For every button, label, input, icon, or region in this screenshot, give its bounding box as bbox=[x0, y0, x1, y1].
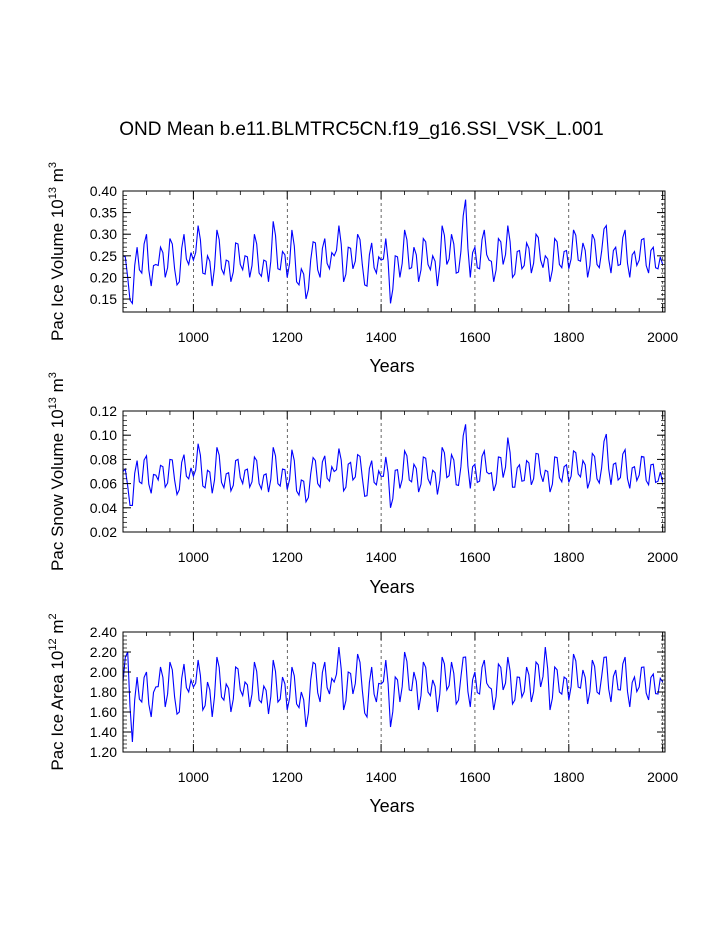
y-tick-label: 0.10 bbox=[90, 427, 117, 443]
x-tick-label: 1600 bbox=[459, 329, 490, 345]
y-tick-label: 2.20 bbox=[90, 644, 117, 660]
x-tick-label: 1400 bbox=[366, 769, 397, 785]
y-tick-label: 2.40 bbox=[90, 624, 117, 640]
y-axis-label: Pac Snow Volume 1013 m3 bbox=[47, 372, 67, 571]
chart-title: OND Mean b.e11.BLMTRC5CN.f19_g16.SSI_VSK… bbox=[119, 119, 604, 140]
y-tick-label: 2.00 bbox=[90, 664, 117, 680]
y-tick-label: 1.40 bbox=[90, 724, 117, 740]
x-axis-label: Years bbox=[369, 356, 414, 376]
x-tick-label: 1400 bbox=[366, 329, 397, 345]
x-tick-label: 1000 bbox=[178, 329, 209, 345]
x-tick-label: 1200 bbox=[272, 769, 303, 785]
x-tick-label: 1200 bbox=[272, 549, 303, 565]
series-line bbox=[122, 199, 664, 305]
y-tick-label: 0.12 bbox=[90, 403, 117, 419]
y-tick-label: 0.15 bbox=[90, 291, 117, 307]
x-tick-label: 2000 bbox=[647, 329, 678, 345]
y-tick-label: 0.06 bbox=[90, 476, 117, 492]
x-tick-label: 1200 bbox=[272, 329, 303, 345]
y-tick-label: 0.25 bbox=[90, 248, 117, 264]
y-axis-label: Pac Ice Volume 1013 m3 bbox=[47, 162, 67, 341]
series-line bbox=[122, 646, 664, 743]
plot-frame bbox=[122, 410, 666, 533]
x-axis-label: Years bbox=[369, 796, 414, 816]
y-tick-label: 0.08 bbox=[90, 451, 117, 467]
x-tick-label: 1000 bbox=[178, 549, 209, 565]
y-tick-label: 1.60 bbox=[90, 704, 117, 720]
y-tick-label: 1.20 bbox=[90, 744, 117, 760]
x-tick-label: 1800 bbox=[553, 549, 584, 565]
series-line bbox=[122, 424, 664, 508]
x-tick-label: 1800 bbox=[553, 769, 584, 785]
y-axis-label: Pac Ice Area 1012 m2 bbox=[47, 613, 67, 770]
y-tick-label: 0.02 bbox=[90, 524, 117, 540]
plot-frame bbox=[122, 190, 666, 313]
x-tick-label: 1400 bbox=[366, 549, 397, 565]
x-axis-label: Years bbox=[369, 577, 414, 597]
y-tick-label: 0.20 bbox=[90, 269, 117, 285]
x-tick-label: 1000 bbox=[178, 769, 209, 785]
y-tick-label: 1.80 bbox=[90, 684, 117, 700]
x-tick-label: 2000 bbox=[647, 549, 678, 565]
y-tick-label: 0.35 bbox=[90, 205, 117, 221]
x-tick-label: 1800 bbox=[553, 329, 584, 345]
y-tick-label: 0.40 bbox=[90, 183, 117, 199]
y-tick-label: 0.04 bbox=[90, 500, 117, 516]
x-tick-label: 1600 bbox=[459, 769, 490, 785]
x-tick-label: 1600 bbox=[459, 549, 490, 565]
y-tick-label: 0.30 bbox=[90, 226, 117, 242]
x-tick-label: 2000 bbox=[647, 769, 678, 785]
